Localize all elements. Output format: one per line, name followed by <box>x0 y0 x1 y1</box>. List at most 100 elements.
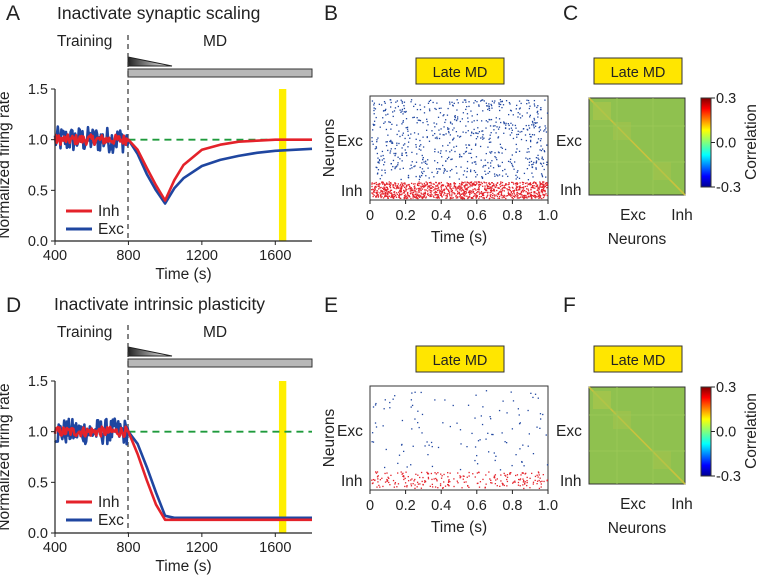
spike-exc <box>537 105 539 107</box>
spike-exc <box>489 134 491 136</box>
spike-inh <box>419 194 421 196</box>
spike-exc <box>470 110 472 112</box>
spike-inh <box>475 189 477 191</box>
spike-inh <box>490 189 492 191</box>
spike-inh <box>411 193 414 196</box>
spike-inh <box>465 191 467 193</box>
spike-exc <box>538 130 541 133</box>
spike-inh <box>512 195 515 197</box>
spike-exc <box>465 101 467 103</box>
spike-inh <box>394 183 396 185</box>
spike-exc <box>383 466 386 469</box>
x-tick-label: 0.6 <box>467 208 487 224</box>
spike-exc <box>531 134 534 136</box>
spike-exc <box>487 146 489 148</box>
spike-inh <box>472 191 475 193</box>
spike-exc <box>449 134 452 136</box>
spike-inh <box>422 484 424 486</box>
spike-inh <box>414 187 416 189</box>
spike-exc <box>480 159 482 161</box>
spike-inh <box>416 184 419 186</box>
spike-inh <box>404 194 407 196</box>
spike-inh <box>426 182 428 184</box>
spike-exc <box>415 175 417 178</box>
spike-exc <box>539 108 542 111</box>
spike-exc <box>456 422 458 424</box>
spike-exc <box>449 103 451 105</box>
spike-inh <box>539 185 541 187</box>
spike-exc <box>415 144 417 146</box>
spike-inh <box>541 190 543 192</box>
spike-inh <box>459 477 461 479</box>
spike-inh <box>393 193 395 196</box>
spike-exc <box>377 157 379 159</box>
spike-exc <box>398 454 401 456</box>
spike-inh <box>468 182 470 184</box>
spike-exc <box>416 117 418 119</box>
spike-exc <box>405 152 408 154</box>
spike-exc <box>527 158 529 160</box>
spike-inh <box>483 181 485 183</box>
spike-exc <box>474 417 476 419</box>
spike-inh <box>487 185 490 188</box>
spike-inh <box>493 184 495 187</box>
spike-exc <box>401 152 403 154</box>
spike-exc <box>479 439 481 441</box>
spike-inh <box>532 181 535 184</box>
spike-inh <box>460 187 462 189</box>
spike-inh <box>420 182 422 184</box>
spike-inh <box>497 187 499 189</box>
spike-exc <box>468 144 471 146</box>
spike-exc <box>530 160 533 163</box>
spike-inh <box>442 184 444 187</box>
spike-inh <box>379 192 381 194</box>
spike-exc <box>403 111 405 113</box>
spike-exc <box>405 110 407 113</box>
matrix-xlabel: Neurons <box>608 231 667 248</box>
spike-inh <box>379 479 382 481</box>
x-tick-label: 400 <box>43 540 67 556</box>
spike-inh <box>450 185 452 187</box>
raster-ylabel: Neurons <box>321 408 338 467</box>
spike-inh <box>483 194 485 197</box>
spike-inh <box>486 184 488 186</box>
spike-inh <box>384 191 387 194</box>
spike-inh <box>410 187 412 189</box>
spike-inh <box>467 197 469 200</box>
spike-inh <box>414 190 417 192</box>
spike-exc <box>418 119 421 121</box>
spike-inh <box>374 182 376 185</box>
spike-exc <box>447 144 449 146</box>
spike-exc <box>539 129 542 131</box>
spike-exc <box>539 413 542 415</box>
spike-exc <box>387 113 389 115</box>
spike-inh <box>479 192 481 194</box>
spike-exc <box>446 170 448 172</box>
spike-inh <box>538 472 540 474</box>
spike-inh <box>420 189 422 192</box>
spike-exc <box>482 166 484 168</box>
spike-inh <box>493 475 496 477</box>
spike-inh <box>400 182 403 184</box>
spike-exc <box>543 150 545 152</box>
spike-exc <box>374 422 377 424</box>
spike-inh <box>501 187 503 190</box>
spike-exc <box>389 140 391 143</box>
spike-inh <box>392 186 395 189</box>
spike-exc <box>533 99 536 102</box>
spike-inh <box>429 185 431 187</box>
spike-inh <box>424 480 426 482</box>
spike-exc <box>485 127 487 129</box>
spike-exc <box>431 445 433 448</box>
spike-exc <box>511 129 513 131</box>
spike-exc <box>483 164 485 167</box>
spike-inh <box>531 185 534 187</box>
spike-exc <box>426 136 428 138</box>
spike-exc <box>420 174 423 177</box>
spike-exc <box>378 162 380 164</box>
spike-inh <box>416 195 418 197</box>
spike-exc <box>445 133 447 135</box>
spike-inh <box>509 472 511 474</box>
spike-exc <box>422 121 424 124</box>
spike-exc <box>376 166 378 169</box>
